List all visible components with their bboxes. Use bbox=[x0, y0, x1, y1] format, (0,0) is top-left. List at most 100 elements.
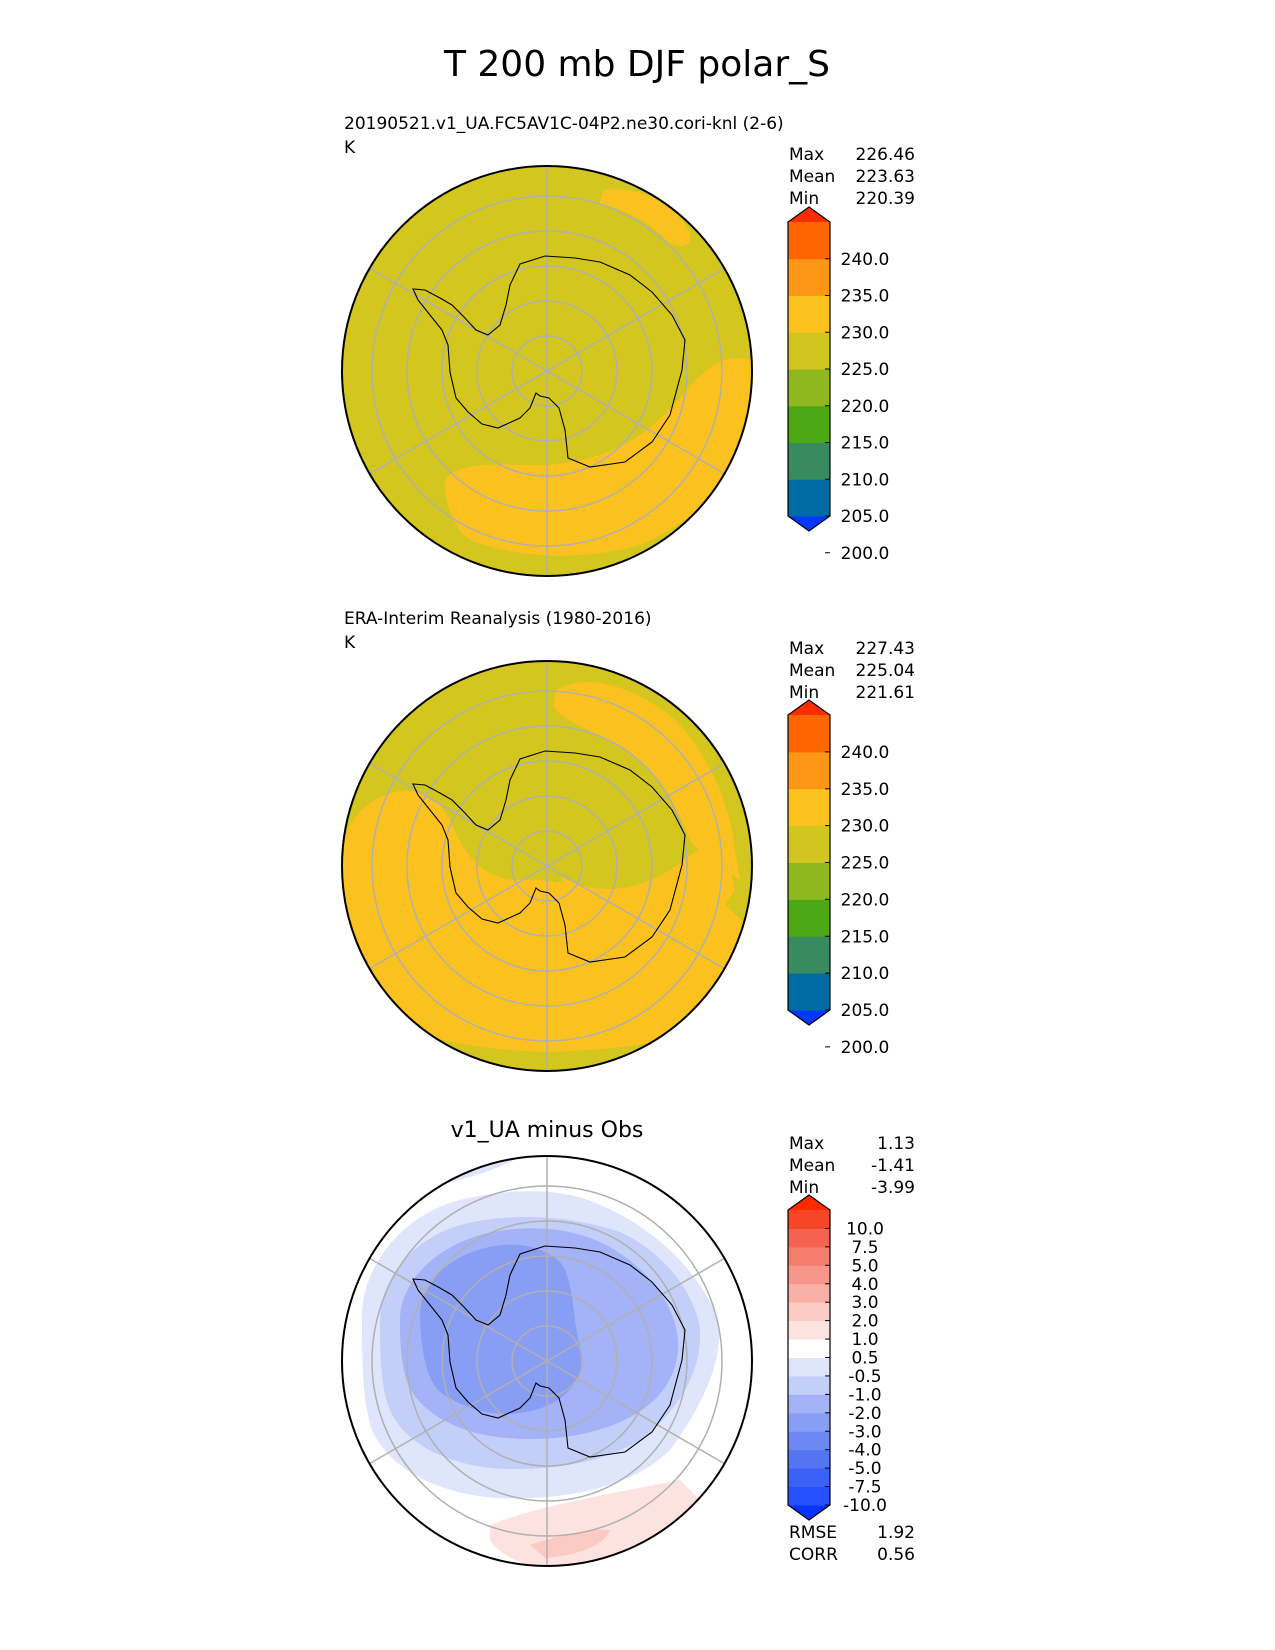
colorbar-label: 215.0 bbox=[841, 927, 890, 947]
colorbar-label: -7.5 bbox=[848, 1478, 881, 1498]
colorbar-label: -10.0 bbox=[843, 1496, 887, 1516]
colorbar-segment bbox=[788, 442, 830, 480]
colorbar-label: 210.0 bbox=[841, 964, 890, 984]
colorbar-outline bbox=[787, 699, 831, 1026]
colorbar-label: 0.5 bbox=[851, 1349, 878, 1369]
metrics-box: RMSE 1.92 CORR 0.56 bbox=[789, 1523, 915, 1565]
colorbar-label: 10.0 bbox=[846, 1219, 884, 1239]
colorbar-segment bbox=[788, 788, 830, 827]
colorbar-segment bbox=[788, 1412, 830, 1432]
colorbar-label: 200.0 bbox=[841, 1038, 890, 1058]
colorbar-label: 205.0 bbox=[841, 507, 890, 527]
colorbar-label: 215.0 bbox=[841, 434, 890, 454]
stat-value-max: 226.46 bbox=[856, 145, 915, 165]
colorbar-label: 220.0 bbox=[841, 890, 890, 910]
colorbar-segment bbox=[788, 862, 830, 900]
colorbar-label: 3.0 bbox=[851, 1293, 878, 1313]
stat-value-max: 1.13 bbox=[877, 1134, 915, 1154]
colorbar-extend-low bbox=[788, 1505, 830, 1520]
colorbar-segment bbox=[788, 899, 830, 937]
metric-value-rmse: 1.92 bbox=[877, 1523, 915, 1543]
colorbar-segment bbox=[788, 825, 830, 863]
stat-value-mean: 225.04 bbox=[856, 661, 915, 681]
panel-test: 20190521.v1_UA.FC5AV1C-04P2.ne30.cori-kn… bbox=[341, 114, 915, 577]
colorbar-extend-high bbox=[788, 700, 830, 715]
colorbar-segment bbox=[788, 1486, 830, 1506]
panel-difference: v1_UA minus Obs Max 1.13 bbox=[341, 1118, 915, 1567]
colorbar-label: 1.0 bbox=[851, 1330, 878, 1350]
stat-label-max: Max bbox=[789, 145, 824, 165]
colorbar-segment bbox=[788, 405, 830, 443]
metric-label-rmse: RMSE bbox=[789, 1523, 837, 1543]
stat-label-mean: Mean bbox=[789, 167, 835, 187]
colorbar-segment bbox=[788, 222, 830, 260]
stat-label-mean: Mean bbox=[789, 1156, 835, 1176]
colorbar-segment bbox=[788, 258, 830, 296]
colorbar: 240.0 235.0 230.0 225.0 220.0 215.0 210.0 205.0… bbox=[787, 699, 890, 1058]
colorbar-label: 200.0 bbox=[841, 544, 890, 564]
colorbar-segment bbox=[788, 1468, 830, 1488]
map-diff-pos-2 bbox=[530, 1529, 610, 1558]
map-field-warm-band-upper bbox=[600, 189, 691, 246]
colorbar-segment bbox=[788, 973, 830, 1011]
colorbar-label: 210.0 bbox=[841, 470, 890, 490]
polar-map bbox=[342, 661, 752, 1071]
colorbar-label: -3.0 bbox=[848, 1422, 881, 1442]
antarctica-coastline bbox=[412, 255, 686, 468]
colorbar-segment bbox=[788, 715, 830, 753]
colorbar-extend-low bbox=[788, 516, 830, 531]
stat-value-mean: 223.63 bbox=[856, 167, 915, 187]
stats-box: Max 1.13 Mean -1.41 Min -3.99 bbox=[789, 1134, 915, 1198]
panel-reference: ERA-Interim Reanalysis (1980-2016) K Max… bbox=[341, 609, 915, 1072]
stat-value-min: 221.61 bbox=[856, 683, 915, 703]
figure-title: T 200 mb DJF polar_S bbox=[443, 44, 830, 85]
colorbar-label: 7.5 bbox=[851, 1238, 878, 1258]
colorbar-extend-high bbox=[788, 207, 830, 222]
stat-value-mean: -1.41 bbox=[871, 1156, 915, 1176]
stat-label-max: Max bbox=[789, 639, 824, 659]
colorbar-segment bbox=[788, 1431, 830, 1451]
colorbar-segment bbox=[788, 1302, 830, 1322]
stat-label-min: Min bbox=[789, 683, 819, 703]
colorbar-segment bbox=[788, 1228, 830, 1248]
colorbar-label: 230.0 bbox=[841, 817, 890, 837]
colorbar-segment bbox=[788, 936, 830, 974]
metric-value-corr: 0.56 bbox=[877, 1545, 915, 1565]
polar-map bbox=[342, 1156, 752, 1566]
stat-value-max: 227.43 bbox=[856, 639, 915, 659]
colorbar-label: 240.0 bbox=[841, 250, 890, 270]
colorbar-segment bbox=[788, 1394, 830, 1414]
map-gridlines bbox=[368, 661, 726, 1071]
map-boundary bbox=[341, 165, 753, 577]
stat-label-mean: Mean bbox=[789, 661, 835, 681]
colorbar: 10.07.55.04.03.02.01.00.5-0.5-1.0-2.0-3.… bbox=[787, 1194, 887, 1521]
stat-value-min: -3.99 bbox=[871, 1178, 915, 1198]
colorbar-label: 205.0 bbox=[841, 1001, 890, 1021]
colorbar: 240.0 235.0 230.0 225.0 220.0 215.0 210.0 205.0… bbox=[787, 206, 890, 564]
colorbar-label: 240.0 bbox=[841, 743, 890, 763]
colorbar-segment bbox=[788, 1320, 830, 1340]
colorbar-label: -4.0 bbox=[848, 1441, 881, 1461]
colorbar-extend-high bbox=[788, 1195, 830, 1210]
colorbar-label: 220.0 bbox=[841, 397, 890, 417]
colorbar-segment bbox=[788, 1283, 830, 1303]
polar-map bbox=[342, 166, 752, 576]
colorbar-label: 225.0 bbox=[841, 854, 890, 874]
stat-label-max: Max bbox=[789, 1134, 824, 1154]
map-gridlines bbox=[368, 166, 726, 576]
colorbar-segment bbox=[788, 751, 830, 790]
colorbar-segment bbox=[788, 369, 830, 407]
stat-label-min: Min bbox=[789, 1178, 819, 1198]
colorbar-segment bbox=[788, 1375, 830, 1395]
colorbar-segment bbox=[788, 1246, 830, 1266]
map-field-warm-band-lower bbox=[444, 358, 752, 556]
map-boundary bbox=[341, 660, 753, 1072]
colorbar-segment bbox=[788, 1210, 830, 1229]
stats-box: Max 227.43 Mean 225.04 Min 221.61 bbox=[789, 639, 915, 703]
colorbar-label: 235.0 bbox=[841, 780, 890, 800]
map-field-warm-band-upper bbox=[553, 681, 740, 880]
colorbar-label: -2.0 bbox=[848, 1404, 881, 1424]
colorbar-label: -1.0 bbox=[848, 1385, 881, 1405]
panel-units: K bbox=[344, 633, 356, 653]
colorbar-label: -5.0 bbox=[848, 1459, 881, 1479]
